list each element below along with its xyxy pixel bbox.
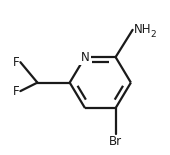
Text: 2: 2 [150,30,156,39]
Text: NH: NH [134,23,152,36]
Text: F: F [13,56,20,69]
Text: N: N [81,51,89,64]
Text: F: F [13,85,20,98]
Text: Br: Br [109,135,122,148]
